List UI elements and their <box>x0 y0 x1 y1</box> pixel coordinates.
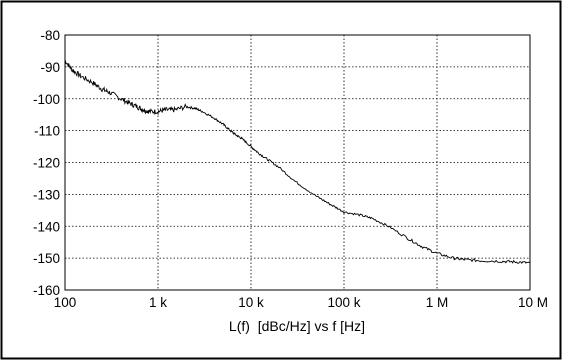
y-tick-label: -100 <box>33 92 60 107</box>
y-tick-label: -140 <box>33 219 60 234</box>
y-tick-label: -80 <box>40 28 60 43</box>
y-tick-labels: -80 -90 -100 -110 -120 -130 -140 -150 -160 <box>33 28 60 298</box>
x-tick-label: 100 <box>54 295 77 310</box>
x-tick-labels: 100 1 k 10 k 100 k 1 M 10 M <box>54 295 548 310</box>
y-tick-label: -120 <box>33 156 60 171</box>
y-tick-label: -90 <box>40 60 60 75</box>
x-tick-label: 1 k <box>149 295 167 310</box>
y-tick-label: -150 <box>33 251 60 266</box>
x-tick-label: 100 k <box>327 295 360 310</box>
y-tick-label: -110 <box>34 124 60 139</box>
x-axis-label: L(f) [dBc/Hz] vs f [Hz] <box>229 318 365 334</box>
phase-noise-trace <box>64 60 531 265</box>
x-tick-label: 1 M <box>426 295 449 310</box>
x-tick-label: 10 M <box>518 295 548 310</box>
y-tick-label: -130 <box>33 187 60 202</box>
y-tick-label: -160 <box>33 283 60 298</box>
grid-lines <box>65 35 530 290</box>
x-tick-label: 10 k <box>238 295 264 310</box>
